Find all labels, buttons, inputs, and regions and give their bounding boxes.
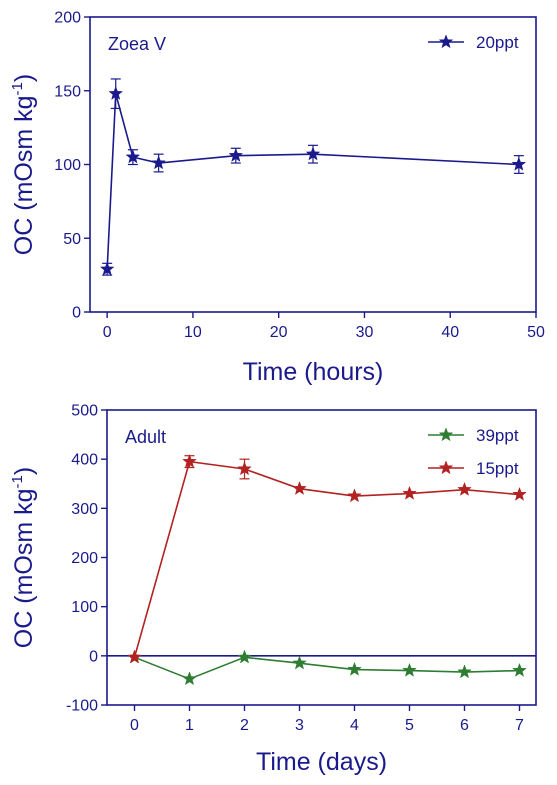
panel1-series-15ppt-line xyxy=(133,460,520,658)
panel1-series-15ppt-point xyxy=(237,461,252,476)
panel0-series-20ppt-point xyxy=(511,156,527,171)
panel0-x-tick-label: 30 xyxy=(356,324,374,341)
panel1-x-tick-label: 2 xyxy=(240,717,249,734)
panel1-x-tick-label: 1 xyxy=(185,717,194,734)
panel1-x-tick-label: 7 xyxy=(515,717,524,734)
panel1-y-axis-label-close: ) xyxy=(10,467,38,475)
panel0-x-axis-label: Time (hours) xyxy=(243,358,384,386)
panel1-y-tick-label: 500 xyxy=(71,403,98,420)
panel1-series-15ppt-point xyxy=(127,649,142,664)
panel1-y-tick-label: -100 xyxy=(66,698,98,715)
panel1-x-tick-label: 5 xyxy=(405,717,414,734)
panel0-series-20ppt-point xyxy=(151,155,166,170)
panel1-y-axis-label: OC (mOsm kg-1) xyxy=(9,467,38,648)
panel1-y-axis-label-main: OC (mOsm kg xyxy=(10,488,38,648)
panel1-series-15ppt-point xyxy=(292,480,307,495)
panel1-legend-label-39ppt: 39ppt xyxy=(476,426,519,445)
panel0-series-20ppt-point xyxy=(108,85,124,100)
panel0-y-axis-label: OC (mOsm kg-1) xyxy=(9,74,38,255)
panel1-series-39ppt-point xyxy=(237,649,252,664)
panel0-y-tick-label: 100 xyxy=(54,157,81,174)
panel0-x-tick-label: 20 xyxy=(270,324,288,341)
panel0-x-tick-label: 10 xyxy=(184,324,202,341)
panel1-y-axis-label-superscript: -1 xyxy=(9,475,26,488)
panel0-x-tick-label: 50 xyxy=(527,324,545,341)
panel1-legend-label-15ppt: 15ppt xyxy=(476,459,519,478)
panel1-series-39ppt-point xyxy=(182,671,197,686)
panel0-series-20ppt-point xyxy=(228,147,244,162)
panel1-series-39ppt-point xyxy=(457,664,472,679)
panel0-series-20ppt-point xyxy=(125,149,141,164)
panel0-y-tick-label: 150 xyxy=(54,83,81,100)
panel1-legend-marker-15ppt xyxy=(438,460,454,475)
panel1-series-39ppt-line xyxy=(134,656,520,680)
adult-panel: -100 0 100 200 300 400 500 0 1 2 3 4 5 6 7 Time (days) O… xyxy=(9,403,537,776)
panel1-y-tick-label: 200 xyxy=(71,550,98,567)
panel1-x-axis-label: Time (days) xyxy=(256,748,387,776)
panel0-panel-label: Zoea V xyxy=(108,34,166,54)
panel0-y-axis-label-main: OC (mOsm kg xyxy=(10,95,38,255)
panel1-series-15ppt-point xyxy=(402,485,417,500)
panel1-x-tick-label: 0 xyxy=(130,717,139,734)
panel1-x-tick-label: 6 xyxy=(460,717,469,734)
panel0-y-axis-label-close: ) xyxy=(10,74,38,82)
panel1-y-tick-label: 300 xyxy=(71,501,98,518)
panel0-series-20ppt-point xyxy=(305,146,321,161)
panel0-y-axis-label-superscript: -1 xyxy=(9,82,26,95)
panel1-legend-marker-39ppt xyxy=(438,427,454,442)
panel0-series-20ppt-line xyxy=(106,93,519,270)
panel1-x-tick-label: 4 xyxy=(350,717,359,734)
panel0-x-tick-label: 40 xyxy=(441,324,459,341)
panel0-legend-marker-20ppt xyxy=(438,34,454,49)
panel1-series-15ppt-point xyxy=(182,453,197,468)
zoea-panel: 0 50 100 150 200 0 10 20 30 40 50 Time (hours) OC (m… xyxy=(9,10,545,387)
panel1-panel-label: Adult xyxy=(125,427,166,447)
panel1-y-tick-label: 400 xyxy=(71,452,98,469)
panel0-y-tick-label: 200 xyxy=(54,10,81,27)
panel1-series-15ppt-point xyxy=(347,488,362,503)
panel0-y-tick-label: 50 xyxy=(63,231,81,248)
panel1-plot-frame xyxy=(106,409,537,706)
panel0-x-tick-label: 0 xyxy=(103,324,112,341)
panel1-series-39ppt-point xyxy=(402,662,417,677)
panel1-series-39ppt-point xyxy=(292,655,307,670)
panel1-y-tick-label: 100 xyxy=(71,599,98,616)
panel0-y-tick-label: 0 xyxy=(72,305,81,322)
panel1-x-tick-label: 3 xyxy=(295,717,304,734)
panel1-y-tick-label: 0 xyxy=(89,648,98,665)
panel1-series-39ppt-point xyxy=(512,662,527,677)
panel1-series-39ppt-point xyxy=(347,661,362,676)
panel1-series-15ppt-point xyxy=(457,481,472,496)
panel1-series-15ppt-point xyxy=(512,486,527,501)
panel0-legend-label-20ppt: 20ppt xyxy=(476,33,519,52)
panel0-series-20ppt-point xyxy=(99,261,115,276)
